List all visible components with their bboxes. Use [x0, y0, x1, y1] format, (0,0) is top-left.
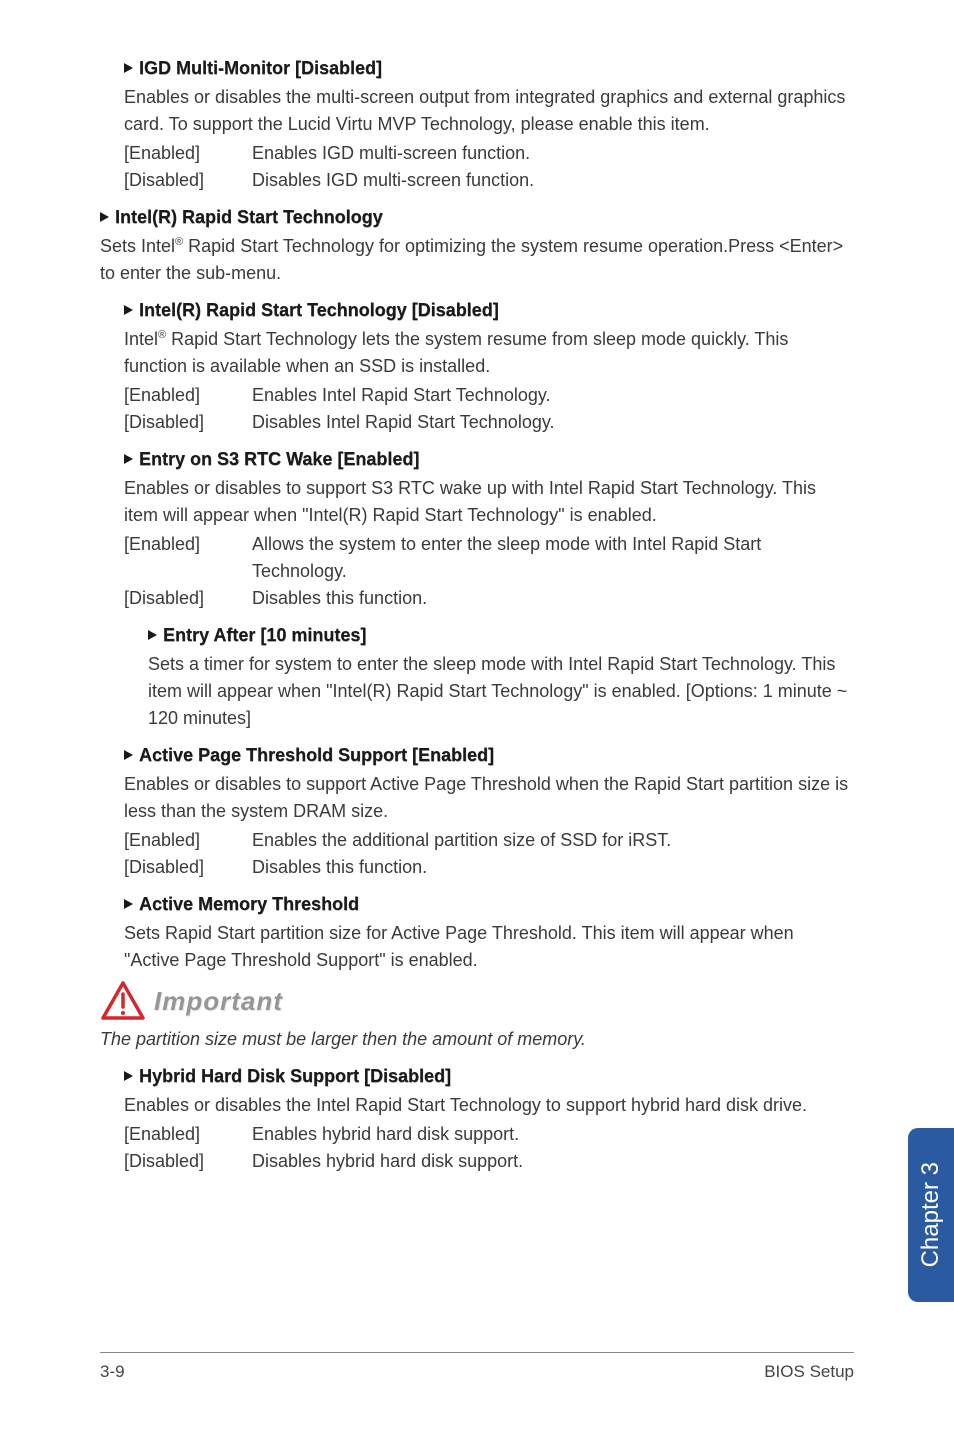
option-val: Disables IGD multi-screen function. [252, 167, 854, 194]
arrow-icon [124, 750, 133, 760]
paragraph: Sets a timer for system to enter the sle… [148, 651, 854, 732]
heading-text: Entry on S3 RTC Wake [Enabled] [139, 449, 419, 469]
footer-section-title: BIOS Setup [764, 1359, 854, 1385]
option-val: Disables hybrid hard disk support. [252, 1148, 854, 1175]
heading-text: IGD Multi-Monitor [Disabled] [139, 58, 382, 78]
arrow-icon [100, 212, 109, 222]
option-key: [Enabled] [124, 382, 252, 409]
heading-entry-s3-rtc-wake: Entry on S3 RTC Wake [Enabled] [124, 446, 854, 473]
paragraph: Enables or disables to support Active Pa… [124, 771, 854, 825]
option-val: Disables this function. [252, 854, 854, 881]
option-key: [Enabled] [124, 1121, 252, 1148]
option-key: [Disabled] [124, 409, 252, 436]
chapter-tab: Chapter 3 [908, 1128, 954, 1302]
heading-hybrid-hard-disk: Hybrid Hard Disk Support [Disabled] [124, 1063, 854, 1090]
option-row: [Enabled]Enables the additional partitio… [124, 827, 854, 854]
option-key: [Disabled] [124, 854, 252, 881]
heading-intel-rapid-start-disabled: Intel(R) Rapid Start Technology [Disable… [124, 297, 854, 324]
important-label: Important [154, 982, 283, 1021]
option-row: [Enabled]Enables Intel Rapid Start Techn… [124, 382, 854, 409]
option-row: [Enabled]Enables IGD multi-screen functi… [124, 140, 854, 167]
paragraph: Sets Rapid Start partition size for Acti… [124, 920, 854, 974]
heading-active-page-threshold: Active Page Threshold Support [Enabled] [124, 742, 854, 769]
arrow-icon [124, 305, 133, 315]
arrow-icon [124, 899, 133, 909]
arrow-icon [124, 454, 133, 464]
heading-text: Active Page Threshold Support [Enabled] [139, 745, 494, 765]
paragraph: Intel® Rapid Start Technology lets the s… [124, 326, 854, 380]
option-key: [Enabled] [124, 827, 252, 854]
page-content: IGD Multi-Monitor [Disabled] Enables or … [100, 55, 854, 1175]
option-key: [Disabled] [124, 585, 252, 612]
page-footer: 3-9 BIOS Setup [100, 1352, 854, 1385]
option-row: [Enabled]Allows the system to enter the … [124, 531, 854, 585]
heading-igd-multi-monitor: IGD Multi-Monitor [Disabled] [124, 55, 854, 82]
option-key: [Enabled] [124, 531, 252, 585]
heading-text: Entry After [10 minutes] [163, 625, 366, 645]
paragraph: Enables or disables the multi-screen out… [124, 84, 854, 138]
footer-page-number: 3-9 [100, 1359, 125, 1385]
option-val: Disables this function. [252, 585, 854, 612]
important-note: The partition size must be larger then t… [100, 1026, 854, 1053]
paragraph: Enables or disables to support S3 RTC wa… [124, 475, 854, 529]
arrow-icon [148, 630, 157, 640]
heading-text: Intel(R) Rapid Start Technology [Disable… [139, 300, 499, 320]
heading-text: Intel(R) Rapid Start Technology [115, 207, 383, 227]
option-val: Disables Intel Rapid Start Technology. [252, 409, 854, 436]
option-row: [Disabled]Disables hybrid hard disk supp… [124, 1148, 854, 1175]
option-val: Enables Intel Rapid Start Technology. [252, 382, 854, 409]
arrow-icon [124, 63, 133, 73]
heading-entry-after: Entry After [10 minutes] [148, 622, 854, 649]
heading-intel-rapid-start: Intel(R) Rapid Start Technology [100, 204, 854, 231]
paragraph: Enables or disables the Intel Rapid Star… [124, 1092, 854, 1119]
heading-active-memory-threshold: Active Memory Threshold [124, 891, 854, 918]
option-row: [Disabled]Disables this function. [124, 585, 854, 612]
chapter-tab-label: Chapter 3 [913, 1162, 949, 1267]
warning-triangle-icon [100, 980, 146, 1022]
option-key: [Disabled] [124, 1148, 252, 1175]
option-key: [Enabled] [124, 140, 252, 167]
option-row: [Disabled]Disables IGD multi-screen func… [124, 167, 854, 194]
option-row: [Enabled]Enables hybrid hard disk suppor… [124, 1121, 854, 1148]
option-val: Enables hybrid hard disk support. [252, 1121, 854, 1148]
option-row: [Disabled]Disables this function. [124, 854, 854, 881]
option-key: [Disabled] [124, 167, 252, 194]
paragraph: Sets Intel® Rapid Start Technology for o… [100, 233, 854, 287]
option-val: Enables the additional partition size of… [252, 827, 854, 854]
option-val: Allows the system to enter the sleep mod… [252, 531, 854, 585]
heading-text: Active Memory Threshold [139, 894, 359, 914]
important-callout: Important [100, 980, 854, 1022]
option-row: [Disabled]Disables Intel Rapid Start Tec… [124, 409, 854, 436]
option-val: Enables IGD multi-screen function. [252, 140, 854, 167]
heading-text: Hybrid Hard Disk Support [Disabled] [139, 1066, 451, 1086]
arrow-icon [124, 1071, 133, 1081]
